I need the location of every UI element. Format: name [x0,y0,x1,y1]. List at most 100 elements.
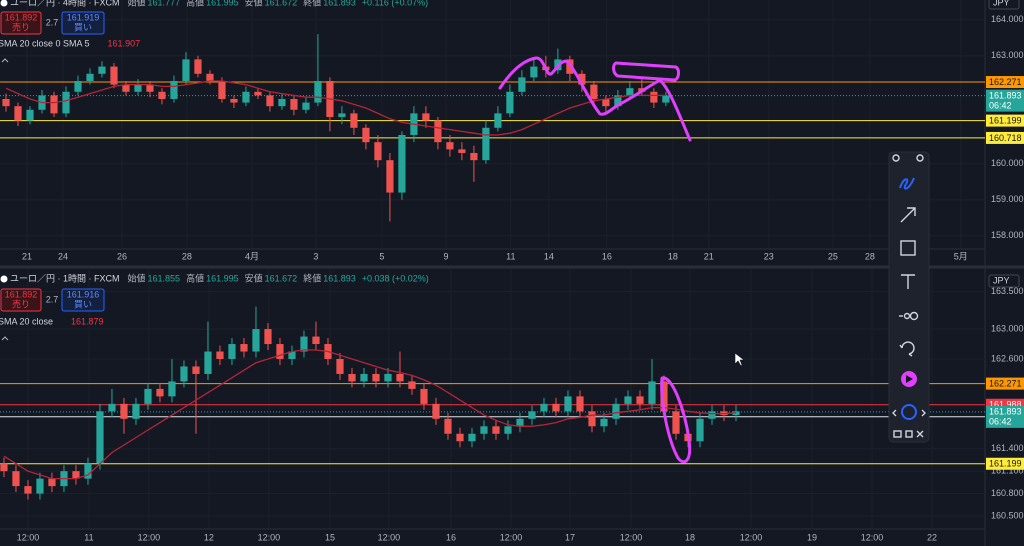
y-tick-label: 164.000 [991,14,1024,24]
candle-body [110,66,118,85]
candle-body [120,403,128,419]
last-price-label: 161.893 [989,407,1022,417]
candle-body [228,344,236,359]
x-tick-label: 11 [506,251,515,261]
ohlc-label: 終値 [303,0,321,7]
x-tick-label: 12:00 [740,532,763,542]
sma-line [5,80,666,136]
sell-button[interactable] [0,288,42,312]
spread-value: 2.7 [46,17,59,27]
currency-box[interactable] [988,0,1020,10]
toolbar-grip[interactable] [892,154,900,162]
candle-body [636,396,644,404]
change-value: +0.116 (+0.07%) [362,0,428,7]
candle-body [504,426,512,434]
candle-body [552,403,560,412]
indicator-name: SMA 20 close [0,316,53,326]
candle-body [182,59,190,81]
sell-price: 161.892 [5,12,38,22]
candle-body [432,403,440,419]
text-tool[interactable] [901,274,915,289]
candle-body [156,388,164,397]
candle-body [648,381,656,404]
price-tag [986,76,1024,89]
candle-body [206,73,214,81]
path-tool-node [909,311,919,321]
toolbar-close[interactable] [916,154,924,162]
y-tick-label: 161.100 [991,466,1024,476]
candle-body [626,88,634,96]
candle-body [600,418,608,427]
candle-body [506,91,514,114]
y-tick-label: 162.600 [991,353,1024,363]
collapse-button[interactable] [1,58,9,63]
candle-body [278,98,286,107]
candle-body [590,84,598,99]
candle-body [372,373,380,382]
candle-body [194,59,202,74]
x-tick-label: 16 [446,532,456,542]
candle-body [396,373,404,382]
last-price-tag [986,89,1024,112]
candle-body [264,329,272,345]
candle-body [336,358,344,374]
candle-body [564,396,572,412]
buy-button[interactable] [61,11,105,35]
rectangle-tool[interactable] [900,240,916,256]
countdown-label: 06:42 [989,101,1012,111]
candle-body [48,478,56,487]
price-tag-label: 161.199 [989,459,1022,469]
timer-tool[interactable] [901,404,917,420]
candle-body [384,373,392,382]
hide-tool[interactable] [905,430,913,438]
candle-body [602,98,610,107]
x-tick-label: 12:00 [17,532,40,542]
candle-body [170,80,178,99]
candle-body [242,91,250,103]
mouse-cursor [734,352,745,367]
chart-panel: 12:00 11 12:00 12 12:00 15 12:00 16 12:00 17 12:00… [0,270,1024,542]
x-tick-label: 12:00 [258,532,281,542]
indicator-name: SMA 20 close 0 SMA 5 [0,38,90,48]
ohlc-value: 161.893 [323,273,356,283]
rotate-tool[interactable] [899,341,915,357]
toolbar-panel [888,151,930,443]
x-tick-label: 9 [443,251,448,261]
path-tool-node [903,312,911,320]
candle-body [192,366,200,374]
candle-body [134,84,142,92]
sell-button[interactable] [0,11,42,35]
indicator-value: 161.907 [108,38,141,48]
collapse-button[interactable] [1,336,9,341]
buy-label: 買い [74,299,92,309]
toolbar-arrows[interactable] [892,409,926,417]
currency-label: JPY [993,275,1010,285]
annotations [498,56,692,464]
lock-tool[interactable] [893,430,902,438]
candle-body [98,66,106,74]
delete-tool[interactable] [916,430,924,438]
candle-body [468,433,476,442]
currency-box[interactable] [988,274,1020,288]
candle-body [516,418,524,427]
y-tick-label: 163.000 [991,323,1024,333]
candle-body [492,426,500,434]
candle-body [24,486,32,494]
arrow-tool[interactable] [900,207,916,223]
buy-button[interactable] [61,288,105,312]
candle-body [96,411,104,464]
candle-body [662,95,670,103]
ohlc-value: 161.995 [206,273,239,283]
symbol-icon [0,275,8,283]
y-tick-label: 160.800 [991,488,1024,498]
x-tick-label: 24 [58,251,68,261]
x-tick-label: 12:00 [861,532,884,542]
ohlc-label: 高値 [186,0,204,7]
price-tag [986,114,1024,127]
buy-label: 買い [74,22,92,32]
candle-body [12,471,20,487]
candle-body [576,396,584,412]
x-tick-label: 28 [182,251,192,261]
brush-tool[interactable] [899,177,915,190]
candle-body [314,80,322,103]
